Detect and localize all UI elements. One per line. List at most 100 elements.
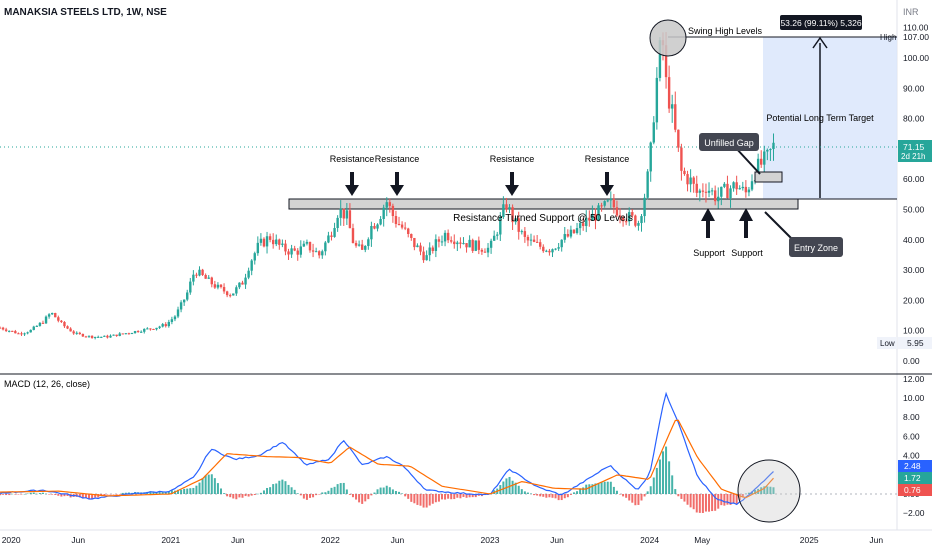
candle-body — [318, 251, 321, 256]
candle-body — [440, 241, 444, 243]
macd-histogram-bar — [625, 494, 628, 498]
macd-histogram-bar — [84, 494, 87, 498]
macd-histogram-bar — [272, 484, 275, 494]
macd-histogram-bar — [520, 489, 523, 494]
macd-histogram-bar — [594, 483, 597, 494]
macd-histogram-bar — [167, 491, 170, 494]
macd-histogram-bar — [766, 486, 769, 494]
candle-body — [84, 336, 88, 338]
candle-body — [594, 213, 597, 221]
macd-histogram-bar — [358, 494, 361, 503]
low-value-box — [898, 337, 932, 349]
candle-body — [720, 186, 723, 197]
macd-histogram-bar — [361, 494, 364, 504]
macd-histogram-bar — [404, 494, 407, 497]
candle-body — [732, 182, 735, 189]
macd-histogram-bar — [431, 494, 434, 504]
macd-histogram-bar — [646, 491, 649, 494]
candle-body — [453, 241, 456, 245]
candle-body — [364, 245, 367, 250]
macd-histogram-bar — [318, 494, 321, 495]
candle-body — [621, 217, 625, 222]
macd-histogram-bar — [698, 494, 701, 513]
support-label-1: Support — [693, 248, 725, 258]
candle-body — [351, 228, 355, 244]
candle-body — [397, 223, 401, 225]
macd-histogram-bar — [539, 494, 542, 497]
candle-body — [486, 247, 490, 253]
macd-histogram-bar — [769, 486, 772, 494]
macd-histogram-bar — [631, 494, 634, 503]
candle-body — [299, 246, 303, 255]
macd-histogram-bar — [738, 494, 741, 501]
macd-histogram-bar — [253, 494, 256, 496]
price-candles — [0, 32, 775, 340]
macd-histogram-bar — [523, 491, 526, 494]
time-axis: 2020 Jun 2021 Jun 2022 Jun 2023 Jun 2024 May 2025 J… — [2, 535, 884, 545]
candle-body — [391, 205, 395, 217]
macd-histogram-bar — [333, 486, 336, 494]
candle-body — [569, 229, 573, 237]
candle-body — [692, 177, 695, 184]
macd-tick-label: 8.00 — [903, 412, 920, 422]
candle-body — [545, 250, 548, 252]
candle-body — [284, 243, 287, 252]
macd-histogram-bar — [342, 482, 345, 494]
candle-body — [431, 247, 434, 251]
macd-histogram-bar — [554, 494, 557, 499]
down-arrow-icon — [345, 172, 359, 196]
candle-body — [523, 231, 527, 237]
candle-body — [118, 333, 121, 337]
macd-histogram-bar — [468, 494, 471, 498]
macd-histogram-bar — [720, 494, 723, 506]
candle-body — [26, 332, 29, 334]
candle-body — [308, 241, 312, 251]
candle-body — [271, 239, 275, 245]
macd-histogram-bar — [238, 494, 241, 498]
candle-body — [69, 328, 72, 332]
target-arrow-head — [812, 36, 828, 49]
candle-body — [434, 239, 438, 251]
macd-histogram-bar — [689, 494, 692, 508]
macd-histogram-bar — [14, 494, 17, 495]
zone-label: Resistance Turned Support @ 50 Levels — [453, 213, 633, 224]
up-arrow-icon — [739, 208, 753, 238]
macd-histogram-bar — [772, 487, 775, 494]
candle-body — [640, 216, 643, 224]
candle-body — [443, 232, 447, 242]
candle-body — [370, 225, 373, 240]
candle-body — [81, 333, 85, 337]
macd-histogram-bar — [312, 494, 315, 498]
macd-histogram-bar — [164, 491, 167, 494]
candle-body — [339, 208, 342, 218]
candle-body — [278, 239, 281, 245]
candle-body — [459, 242, 462, 244]
macd-histogram-bar — [284, 481, 287, 494]
down-arrow-icon — [390, 172, 404, 196]
time-tick-label: Jun — [231, 535, 245, 545]
macd-histogram-bar — [348, 494, 351, 495]
candle-body — [275, 239, 278, 245]
macd-tick-label: 10.00 — [903, 393, 925, 403]
macd-histogram-bar — [410, 494, 413, 502]
candle-body — [17, 333, 20, 335]
unfilled-gap-callout — [699, 133, 759, 151]
countdown-value: 2d 21h — [901, 152, 925, 161]
macd-histogram-bar — [219, 488, 222, 494]
candle-body — [90, 335, 94, 338]
macd-histogram-bar — [582, 487, 585, 494]
candle-body — [210, 277, 213, 285]
candle-body — [643, 197, 646, 217]
candle-body — [502, 204, 505, 217]
time-tick-label: 2023 — [481, 535, 500, 545]
macd-histogram-bar — [355, 494, 358, 500]
macd-histogram-bar — [634, 494, 637, 506]
macd-histogram-bar — [278, 480, 281, 494]
candle-body — [450, 240, 453, 242]
price-tick-label: 60.00 — [903, 174, 925, 184]
macd-histogram-bar — [26, 493, 29, 495]
candle-body — [760, 158, 763, 165]
macd-histogram-bar — [658, 459, 661, 494]
candle-body — [29, 329, 32, 333]
macd-histogram-bar — [223, 493, 226, 494]
